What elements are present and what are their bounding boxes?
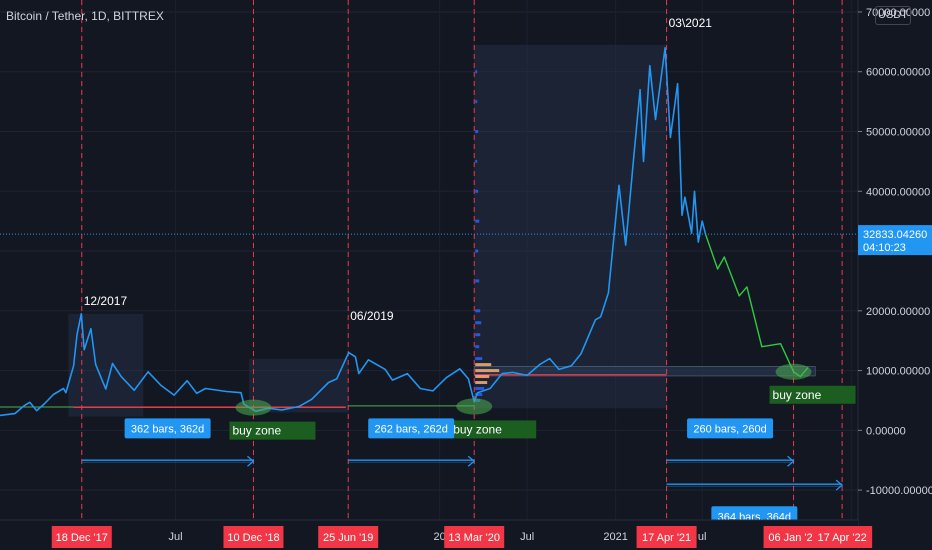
measure-label: 362 bars, 362d: [131, 423, 204, 435]
price-tick-label: 10000.00000: [866, 366, 930, 378]
time-axis: [0, 520, 858, 550]
buy-zone-box: [769, 385, 856, 404]
price-tick-label: 20000.00000: [866, 306, 930, 318]
time-tick-label: 20: [433, 531, 445, 543]
time-marker-label: 18 Dec '17: [56, 532, 108, 544]
time-marker-label: 17 Apr '22: [818, 532, 867, 544]
measure-label: 260 bars, 260d: [693, 423, 766, 435]
price-tick-label: -10000.00000: [866, 485, 932, 497]
volume-profile-bar: [475, 309, 481, 313]
price-tick-label: 50000.00000: [866, 126, 930, 138]
volume-profile-bar: [475, 375, 490, 379]
buy-zone-box: [450, 420, 537, 439]
buy-zone-circle: [235, 399, 272, 416]
measure-arrow: [835, 479, 844, 491]
volume-profile-bar: [475, 345, 480, 349]
time-marker-label: 25 Jun '19: [323, 532, 373, 544]
measure-arrow: [247, 455, 255, 467]
volume-profile-bar: [475, 159, 478, 163]
time-tick-label: Jul: [520, 531, 534, 543]
time-marker-tag: [318, 526, 379, 548]
currency-button[interactable]: USDT: [875, 6, 911, 25]
buy-zone-label: buy zone: [773, 388, 822, 402]
price-tick-label: 60000.00000: [866, 67, 930, 79]
buy-zone-box: [229, 421, 316, 440]
buy-zone-circle: [456, 398, 493, 415]
volume-profile-bar: [475, 333, 481, 337]
current-price-label: 32833.04260: [863, 229, 927, 241]
price-tick-label: 70000.00000: [866, 7, 930, 19]
volume-profile-bar: [475, 70, 478, 74]
annotation-label: 12/2017: [84, 294, 128, 308]
volume-profile-bar: [475, 363, 492, 367]
time-marker-label: 10 Dec '18: [227, 532, 279, 544]
time-marker-label: 13 Mar '20: [448, 532, 500, 544]
time-marker-tag: [636, 526, 697, 548]
buy-zone-label: buy zone: [453, 422, 502, 436]
volume-profile-bar: [475, 321, 482, 325]
time-tick-label: Jul: [169, 531, 183, 543]
time-marker-tag: [223, 526, 284, 548]
volume-profile-bar: [475, 189, 479, 193]
price-tick-label: 40000.00000: [866, 186, 930, 198]
time-marker-tag: [444, 526, 505, 548]
time-tick-label: ul: [698, 531, 707, 543]
time-marker-label: 17 Apr '21: [642, 532, 691, 544]
symbol-title: Bitcoin / Tether, 1D, BITTREX: [6, 9, 164, 23]
volume-profile-bar: [475, 249, 479, 253]
time-marker-tag: [812, 526, 873, 548]
buy-zone-circle: [775, 363, 812, 380]
time-tick-label: 2021: [603, 531, 627, 543]
projection-line: [704, 233, 809, 378]
volume-profile-bar: [475, 100, 478, 104]
time-marker-tag: [51, 526, 112, 548]
measure-label-box: [368, 418, 455, 439]
price-tick-label: 0.00000: [866, 425, 906, 437]
annotation-label: 03\2021: [669, 16, 713, 30]
range-shading: [474, 44, 667, 409]
measure-arrow: [787, 455, 795, 467]
volume-profile-bar: [475, 369, 500, 373]
volume-profile-bar: [475, 129, 479, 133]
current-price-countdown: 04:10:23: [863, 242, 906, 254]
buy-zone-label: buy zone: [232, 424, 281, 438]
range-shading: [68, 313, 144, 417]
annotation-label: 06/2019: [350, 309, 394, 323]
price-line: [0, 46, 707, 417]
volume-profile-bar: [475, 387, 485, 391]
measure-label: 262 bars, 262d: [375, 423, 448, 435]
volume-profile-bar: [475, 357, 483, 361]
volume-profile-bar: [475, 381, 488, 385]
measure-arrow: [467, 455, 476, 467]
time-marker-tag: [763, 526, 824, 548]
volume-profile-bar: [475, 392, 483, 396]
price-axis: [858, 0, 932, 550]
measure-label-box: [124, 418, 211, 439]
current-price-tag: [858, 225, 932, 256]
time-marker-label: 06 Jan '22: [768, 532, 818, 544]
measure-label-box: [687, 418, 774, 439]
volume-profile-bar: [475, 279, 480, 283]
volume-profile-bar: [475, 219, 480, 223]
